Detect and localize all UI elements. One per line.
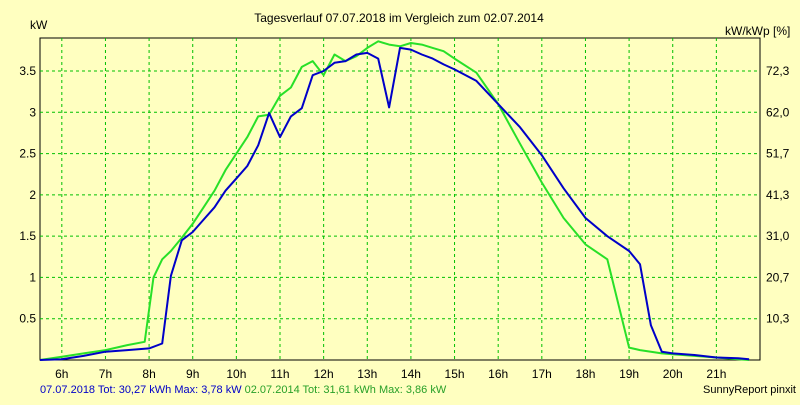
y2-tick-label: 10,3 — [766, 312, 790, 326]
series-layer — [39, 40, 750, 361]
y-tick-label: 3.5 — [19, 64, 36, 78]
x-tick-label: 15h — [445, 367, 465, 381]
footer-credit: SunnyReport pinxit — [703, 384, 796, 396]
x-tick-label: 11h — [270, 367, 289, 381]
series-line-2018 — [39, 46, 750, 361]
footer-stats-2014: 02.07.2014 Tot: 31,61 kWh Max: 3,86 kW — [244, 384, 447, 396]
y-axis-label: kW — [30, 18, 48, 32]
y2-tick-label: 51,7 — [766, 147, 790, 161]
y-tick-label: 3 — [29, 105, 36, 119]
x-tick-label: 20h — [663, 367, 683, 381]
y2-tick-label: 72,3 — [766, 64, 790, 78]
x-tick-label: 10h — [226, 367, 246, 381]
y-tick-label: 0.5 — [19, 312, 36, 326]
x-tick-label: 8h — [142, 367, 155, 381]
x-tick-label: 13h — [357, 367, 377, 381]
y-tick-label: 2.5 — [19, 147, 36, 161]
y2-tick-label: 62,0 — [766, 105, 790, 119]
y2-tick-label: 31,0 — [766, 229, 790, 243]
grid — [40, 38, 760, 360]
y-tick-label: 1.5 — [19, 229, 36, 243]
x-tick-label: 18h — [575, 367, 595, 381]
x-tick-label: 19h — [619, 367, 639, 381]
footer-stats-2018: 07.07.2018 Tot: 30,27 kWh Max: 3,78 kW — [40, 384, 242, 396]
footer-left: 07.07.2018 Tot: 30,27 kWh Max: 3,78 kW 0… — [40, 384, 446, 396]
y2-tick-label: 41,3 — [766, 188, 790, 202]
y2-tick-label: 20,7 — [766, 270, 790, 284]
x-tick-label: 9h — [186, 367, 199, 381]
x-tick-label: 7h — [99, 367, 112, 381]
x-tick-label: 17h — [532, 367, 552, 381]
series-line-2014 — [39, 40, 750, 361]
x-tick-label: 6h — [55, 367, 68, 381]
plot-area — [39, 37, 761, 361]
x-tick-label: 14h — [401, 367, 421, 381]
y-tick-label: 2 — [29, 188, 36, 202]
y2-axis-label: kW/kWp [%] — [725, 24, 790, 38]
tick-labels: 6h 7h 8h 9h 10h 11h 12h 13h 14h 15h 16h 17h 18h 19h 20… — [19, 64, 789, 381]
x-tick-label: 21h — [706, 367, 726, 381]
chart-title: Tagesverlauf 07.07.2018 im Vergleich zum… — [254, 11, 544, 25]
y-tick-label: 1 — [29, 270, 36, 284]
x-tick-label: 16h — [488, 367, 508, 381]
x-tick-label: 12h — [314, 367, 334, 381]
